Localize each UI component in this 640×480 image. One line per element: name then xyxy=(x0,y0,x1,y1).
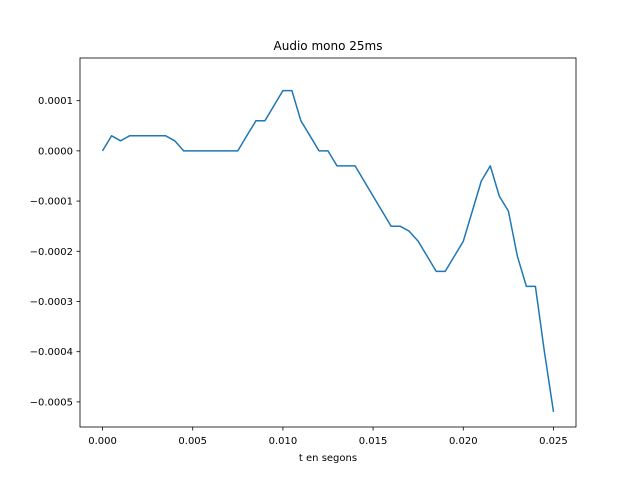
y-axis-ticks: 0.0001 0.0000 −0.0001 −0.0002 −0.0003 −0.0004… xyxy=(30,96,80,408)
x-tick-label: 0.020 xyxy=(449,436,478,447)
y-tick-label: −0.0004 xyxy=(30,347,73,358)
x-tick-label: 0.015 xyxy=(359,436,388,447)
y-tick-label: −0.0005 xyxy=(30,397,73,408)
y-tick-label: −0.0003 xyxy=(30,297,73,308)
x-tick-label: 0.000 xyxy=(88,436,117,447)
y-tick-label: −0.0002 xyxy=(30,247,73,258)
x-axis-ticks: 0.000 0.005 0.010 0.015 0.020 0.025 xyxy=(88,427,568,447)
x-tick-label: 0.005 xyxy=(178,436,207,447)
y-tick-label: −0.0001 xyxy=(30,197,73,208)
x-tick-label: 0.010 xyxy=(269,436,298,447)
x-tick-label: 0.025 xyxy=(539,436,568,447)
plot-area xyxy=(101,89,555,413)
y-tick-label: 0.0000 xyxy=(38,146,73,157)
chart-title: Audio mono 25ms xyxy=(274,39,383,53)
axes-frame xyxy=(79,57,577,428)
x-axis-label: t en segons xyxy=(299,453,357,464)
series-line-audio xyxy=(101,89,555,413)
y-tick-label: 0.0001 xyxy=(38,96,73,107)
